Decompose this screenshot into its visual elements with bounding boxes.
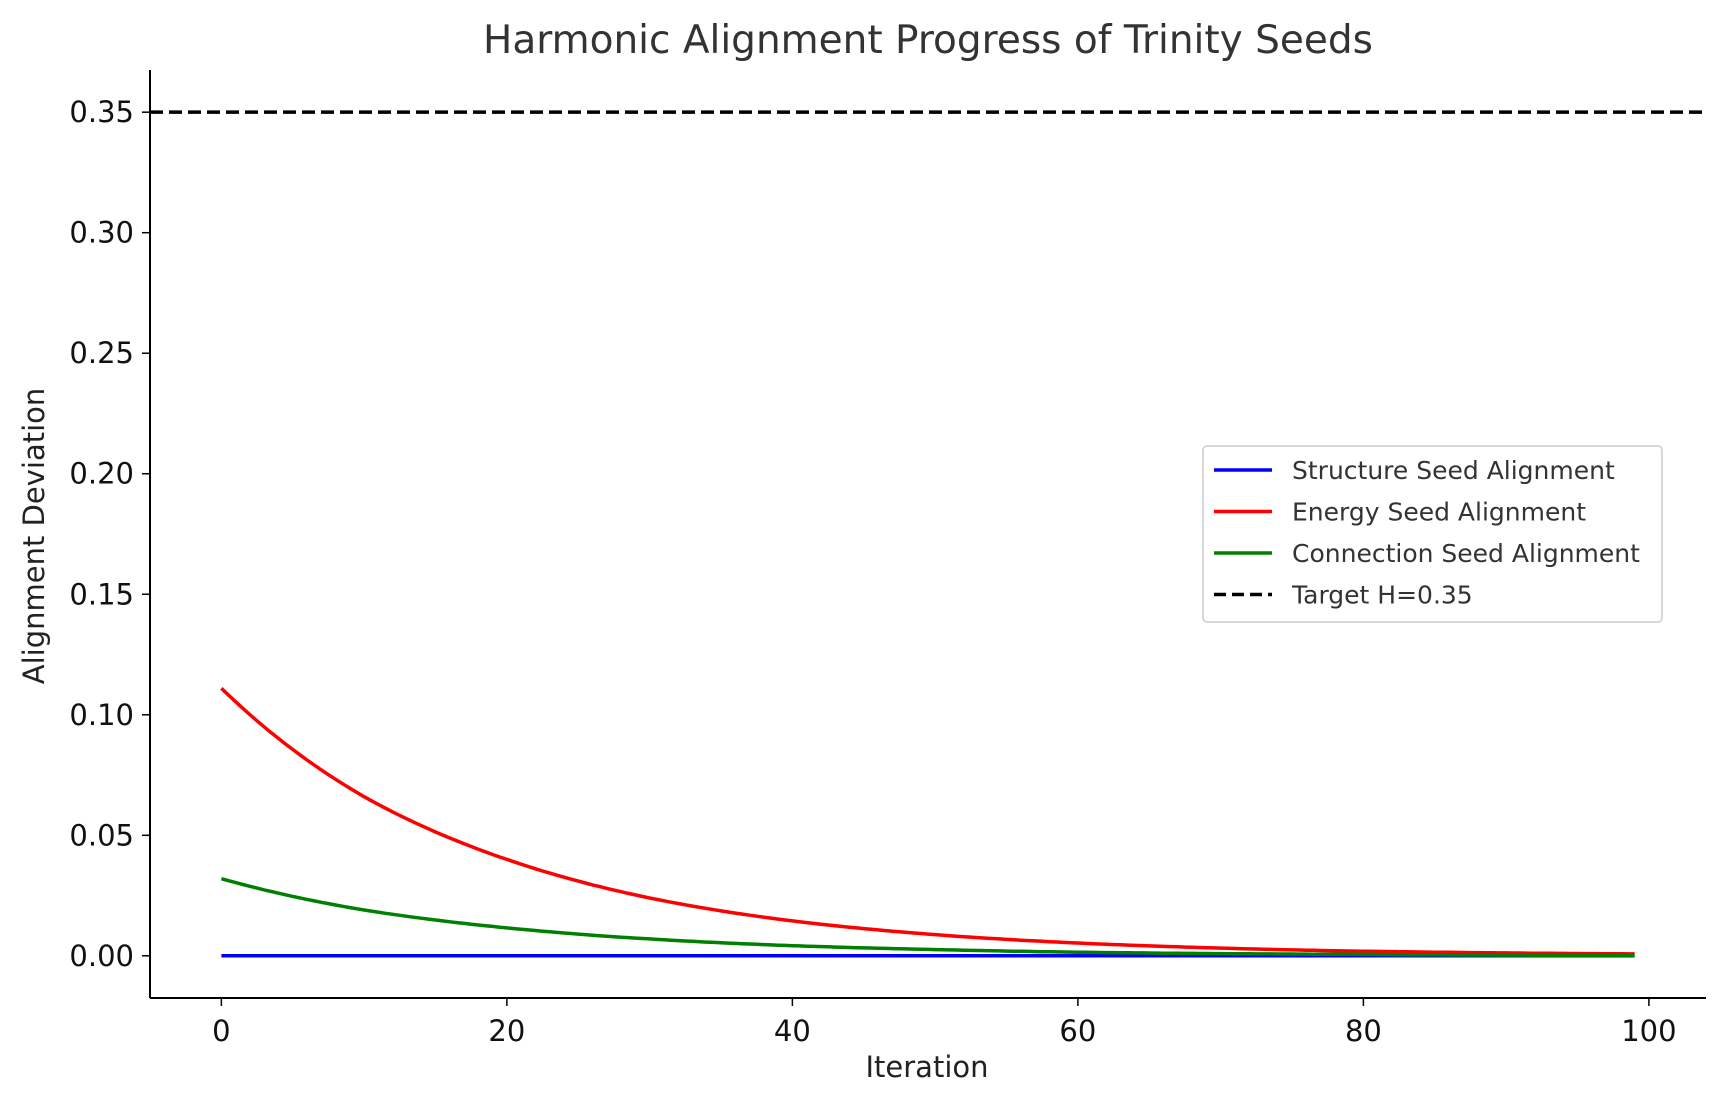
legend-label: Connection Seed Alignment bbox=[1292, 539, 1640, 568]
y-tick-label: 0.05 bbox=[69, 818, 134, 852]
plot-area: 0 20 40 60 80 100 0.00 0.05 0.10 0.15 0.20 0.25 0.3… bbox=[69, 70, 1706, 1048]
legend-label: Structure Seed Alignment bbox=[1292, 456, 1615, 485]
x-tick-label: 20 bbox=[488, 1014, 525, 1048]
series-line-2 bbox=[220, 877, 1635, 958]
x-axis-label: Iteration bbox=[865, 1050, 988, 1084]
y-tick-label: 0.35 bbox=[69, 95, 134, 129]
y-axis-ticks: 0.00 0.05 0.10 0.15 0.20 0.25 0.30 0.35 bbox=[69, 95, 150, 973]
legend: Structure Seed Alignment Energy Seed Alig… bbox=[1202, 445, 1663, 623]
y-tick-label: 0.30 bbox=[69, 216, 134, 250]
x-axis-ticks: 0 20 40 60 80 100 bbox=[212, 998, 1677, 1048]
y-tick-label: 0.10 bbox=[69, 698, 134, 732]
x-tick-label: 100 bbox=[1621, 1014, 1676, 1048]
series-line-1 bbox=[220, 687, 1635, 956]
chart-title: Harmonic Alignment Progress of Trinity S… bbox=[483, 18, 1373, 63]
y-tick-label: 0.15 bbox=[69, 577, 134, 611]
y-tick-label: 0.20 bbox=[69, 457, 134, 491]
x-tick-label: 80 bbox=[1345, 1014, 1382, 1048]
series-lines bbox=[220, 687, 1635, 958]
legend-box bbox=[1202, 445, 1663, 623]
x-tick-label: 0 bbox=[212, 1014, 230, 1048]
legend-label: Target H=0.35 bbox=[1291, 581, 1473, 610]
y-tick-label: 0.25 bbox=[69, 336, 134, 370]
legend-label: Energy Seed Alignment bbox=[1292, 498, 1586, 527]
x-tick-label: 60 bbox=[1059, 1014, 1096, 1048]
y-tick-label: 0.00 bbox=[69, 939, 134, 973]
y-axis-label: Alignment Deviation bbox=[17, 388, 51, 685]
x-tick-label: 40 bbox=[774, 1014, 811, 1048]
